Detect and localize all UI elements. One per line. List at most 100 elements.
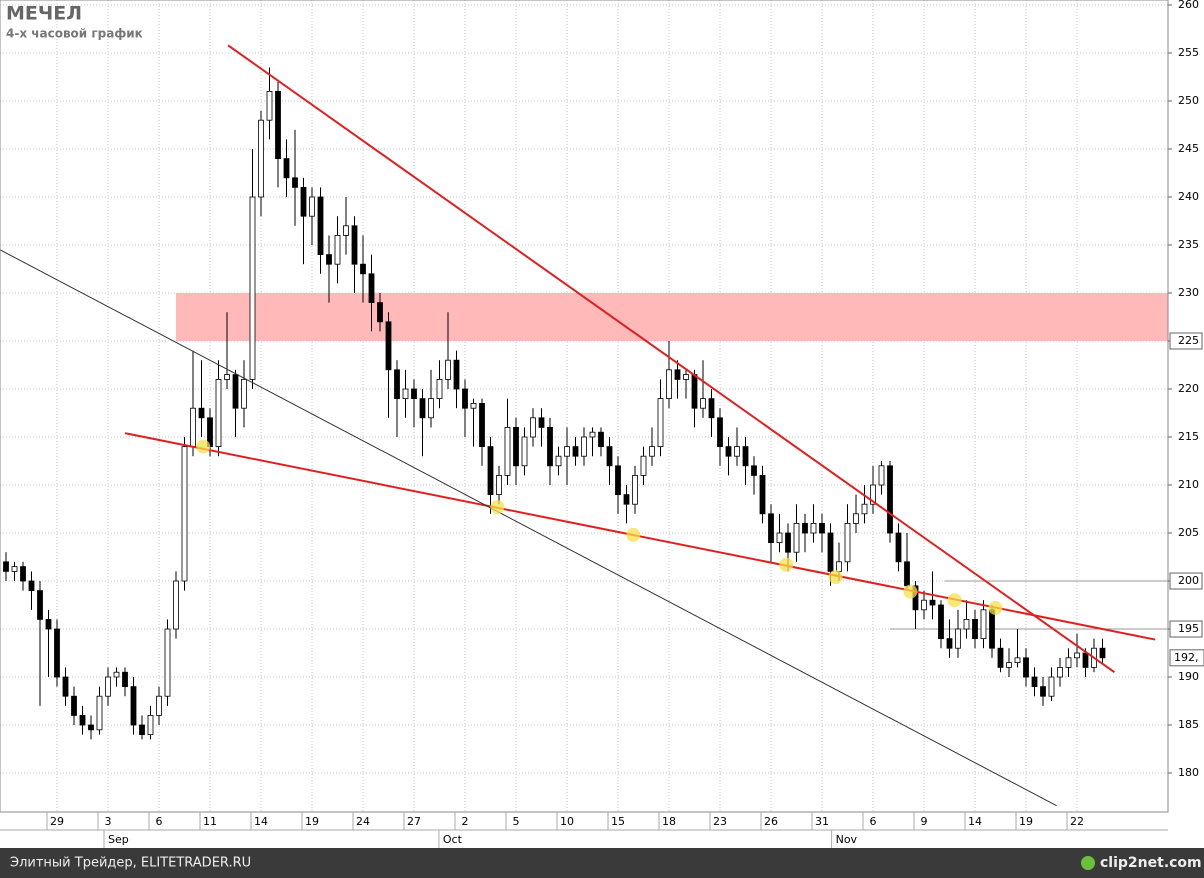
candle-body — [657, 398, 664, 448]
candle-body — [598, 431, 604, 448]
x-tick-label: 19 — [305, 815, 319, 828]
candle-body — [224, 374, 230, 380]
y-tick-label: 235 — [1178, 238, 1199, 251]
candle-body — [462, 388, 468, 409]
candle-body — [45, 619, 52, 630]
candle-body — [96, 695, 103, 731]
candle-body — [62, 676, 69, 697]
candle-body — [606, 446, 613, 467]
candle-body — [139, 724, 145, 736]
candle-body — [632, 475, 638, 505]
candle-body — [887, 465, 893, 534]
candle-body — [496, 475, 502, 496]
x-tick-label: 10 — [560, 815, 574, 828]
candle-body — [173, 580, 179, 630]
candle-body — [938, 604, 944, 640]
candle-body — [190, 407, 196, 448]
touch-point — [903, 584, 918, 599]
candle-body — [249, 196, 256, 380]
candle-body — [742, 446, 749, 467]
x-tick-label: 9 — [920, 815, 927, 828]
candle-body — [479, 403, 485, 448]
candle-body — [751, 465, 757, 476]
candle-body — [275, 90, 281, 159]
candle-body — [878, 465, 885, 486]
candle-body — [300, 186, 307, 217]
y-tick-label: 195 — [1178, 622, 1199, 635]
candle-body — [20, 566, 26, 582]
candle-body — [436, 379, 443, 400]
candle-body — [640, 455, 647, 476]
candle-body — [122, 671, 128, 688]
candle-body — [802, 523, 808, 534]
x-tick-label: 18 — [662, 815, 676, 828]
candle-body — [37, 590, 43, 620]
candle-body — [105, 676, 111, 697]
candle-body — [385, 321, 392, 371]
touch-point — [947, 593, 962, 608]
candle-body — [997, 647, 1004, 668]
candle-body — [538, 417, 545, 428]
footer-text: Элитный Трейдер, ELITETRADER.RU — [10, 856, 251, 871]
x-tick-label: 11 — [203, 815, 217, 828]
candle-body — [343, 225, 349, 236]
candle-body — [368, 273, 375, 304]
touch-point — [988, 600, 1003, 615]
candle-body — [555, 455, 562, 467]
candle-body — [360, 263, 366, 275]
candle-body — [402, 388, 409, 400]
y-tick-box — [1169, 572, 1203, 590]
candle-body — [666, 369, 672, 400]
candle-body — [1031, 676, 1038, 688]
y-tick-label: 230 — [1178, 286, 1199, 299]
month-label: Sep — [108, 833, 129, 846]
x-tick-label: 19 — [1019, 815, 1033, 828]
candle-body — [113, 671, 120, 678]
x-tick-label: 14 — [254, 815, 268, 828]
y-tick-label: 260 — [1178, 0, 1199, 11]
candle-body — [793, 523, 800, 553]
month-label: Oct — [443, 833, 463, 846]
candle-body — [700, 398, 706, 409]
candle-body — [895, 532, 902, 563]
candle-body — [836, 561, 842, 572]
candle-body — [3, 561, 9, 572]
candle-body — [326, 254, 332, 265]
candle-body — [232, 374, 239, 409]
candle-body — [734, 446, 740, 457]
last-price-box — [1169, 649, 1204, 667]
candle-body — [708, 398, 715, 419]
candle-body — [768, 513, 774, 544]
candle-body — [1040, 686, 1046, 697]
y-tick-box — [1169, 332, 1203, 350]
candle-body — [861, 503, 868, 515]
trend-line — [227, 44, 1115, 674]
x-tick-label: 5 — [513, 815, 520, 828]
watermark: clip2net.com — [1100, 855, 1202, 871]
candle-body — [1099, 647, 1106, 659]
y-tick-label: 225 — [1178, 334, 1199, 347]
x-tick-label: 3 — [105, 815, 112, 828]
y-tick-label: 240 — [1178, 190, 1199, 203]
x-tick-label: 2 — [462, 815, 469, 828]
candle-body — [683, 374, 689, 380]
candle-body — [521, 436, 528, 467]
candle-body — [827, 532, 834, 572]
last-price-label: 192, — [1174, 651, 1199, 664]
candle-body — [147, 715, 154, 736]
candle-body — [530, 417, 536, 438]
y-tick-label: 250 — [1178, 94, 1199, 107]
candle-body — [79, 715, 86, 726]
y-tick-label: 205 — [1178, 526, 1199, 539]
x-tick-label: 27 — [407, 815, 421, 828]
x-tick-label: 26 — [764, 815, 778, 828]
y-tick-label: 185 — [1178, 718, 1199, 731]
candle-body — [589, 431, 596, 438]
candle-body — [904, 561, 910, 587]
candle-body — [198, 407, 205, 419]
y-tick-label: 245 — [1178, 142, 1199, 155]
candle-body — [581, 436, 587, 457]
candle-body — [759, 475, 766, 515]
x-tick-label: 31 — [815, 815, 829, 828]
candle-body — [181, 446, 188, 582]
